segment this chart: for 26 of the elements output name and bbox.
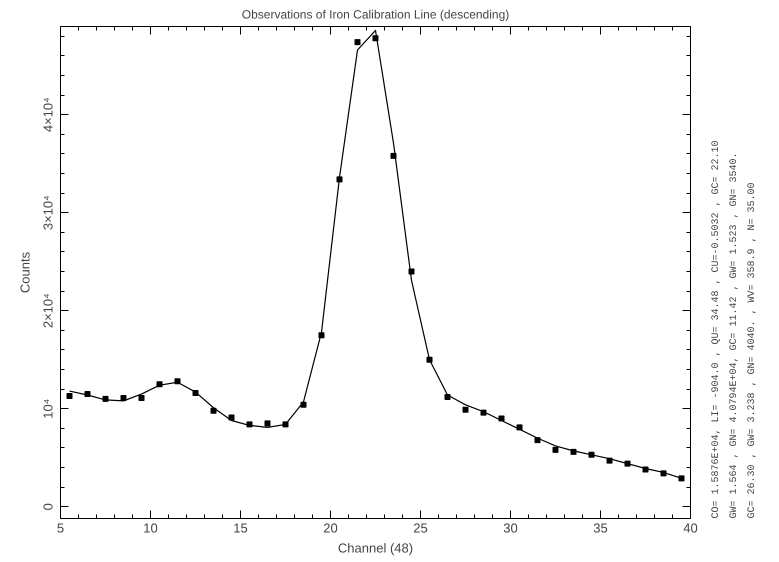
x-tick-label: 30 bbox=[503, 520, 518, 536]
x-tick-label: 10 bbox=[143, 520, 158, 536]
point bbox=[354, 39, 360, 46]
x-tick-label: 35 bbox=[593, 520, 608, 536]
point bbox=[138, 394, 144, 401]
x-tick-label: 40 bbox=[683, 520, 698, 536]
x-tick-label: 5 bbox=[56, 520, 64, 536]
x-tick-label: 15 bbox=[233, 520, 248, 536]
point bbox=[462, 406, 468, 413]
y-tick-label: 2×10⁴ bbox=[40, 293, 56, 328]
text: GW= 1.564 , GN= 4.0794E+04, GC= 11.42 , GW= 1.523 , GN= 3540. bbox=[729, 152, 740, 518]
point bbox=[66, 392, 72, 399]
y-tick-label: 3×10⁴ bbox=[40, 195, 56, 230]
y-tick-label: 4×10⁴ bbox=[40, 97, 56, 132]
point bbox=[678, 475, 684, 482]
point bbox=[264, 420, 270, 426]
x-axis-title: Channel (48) bbox=[338, 540, 414, 556]
y-axis-title: Counts bbox=[18, 251, 32, 294]
x-tick-label: 20 bbox=[323, 520, 338, 536]
point bbox=[552, 446, 558, 453]
chart-title: Observations of Iron Calibration Line (descending) bbox=[242, 8, 510, 22]
x-tick-label: 25 bbox=[413, 520, 428, 536]
text: GC= 26.30 , GW= 3.238 , GN= 4040. , WV= 358.9 , N= 35.00 bbox=[747, 182, 758, 518]
y-tick-label: 0 bbox=[40, 503, 56, 510]
y-tick-label: 10⁴ bbox=[40, 398, 56, 419]
text: CO= 1.5876E+04, LI= -904.0 , QU= 34.48 , CU=-0.5032 , GC= 22.10 bbox=[711, 140, 722, 518]
